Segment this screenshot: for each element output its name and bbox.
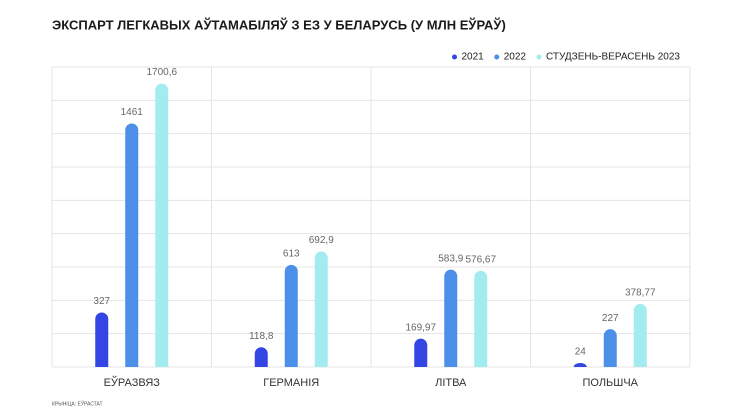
legend-label: СТУДЗЕНЬ-ВЕРАСЕНЬ 2023 (546, 52, 680, 63)
bar (254, 347, 268, 367)
value-label: 378,77 (625, 288, 656, 299)
value-label: 692,9 (309, 235, 334, 246)
legend-swatch (494, 54, 500, 60)
x-tick-label: ГЕРМАНІЯ (263, 377, 319, 389)
x-tick-label: ЕЎРАЗВЯЗ (104, 376, 161, 389)
value-label: 613 (283, 248, 300, 259)
value-label: 576,67 (465, 255, 496, 266)
bar (474, 270, 488, 367)
source: КРЫНІЦА: ЕЎРАСТАТ (52, 399, 103, 407)
bar (314, 251, 328, 367)
bar (444, 269, 458, 367)
value-label: 169,97 (405, 322, 436, 333)
legend-swatch (452, 54, 457, 60)
value-label: 118,8 (249, 331, 274, 342)
legend-swatch (536, 54, 542, 60)
bar (284, 264, 298, 367)
bar (125, 123, 139, 367)
value-label: 227 (602, 313, 619, 324)
value-label: 1461 (121, 107, 144, 118)
bar (95, 312, 109, 367)
x-tick-label: ПОЛЬШЧА (582, 377, 638, 389)
value-label: 1700,6 (146, 67, 177, 78)
legend-label: 2022 (504, 52, 527, 63)
legend-label: 2021 (462, 52, 485, 63)
value-label: 24 (575, 347, 587, 358)
bar (155, 83, 169, 367)
x-tick-label: ЛІТВА (435, 377, 467, 389)
value-label: 327 (93, 296, 110, 307)
bar (573, 363, 587, 367)
bar (603, 329, 617, 367)
bar (414, 338, 428, 367)
bar (633, 303, 647, 367)
chart-title: ЭКСПАРТ ЛЕГКАВЫХ АЎТАМАБІЛЯЎ З ЕЗ У БЕЛА… (52, 17, 506, 32)
value-label: 583,9 (438, 253, 463, 264)
